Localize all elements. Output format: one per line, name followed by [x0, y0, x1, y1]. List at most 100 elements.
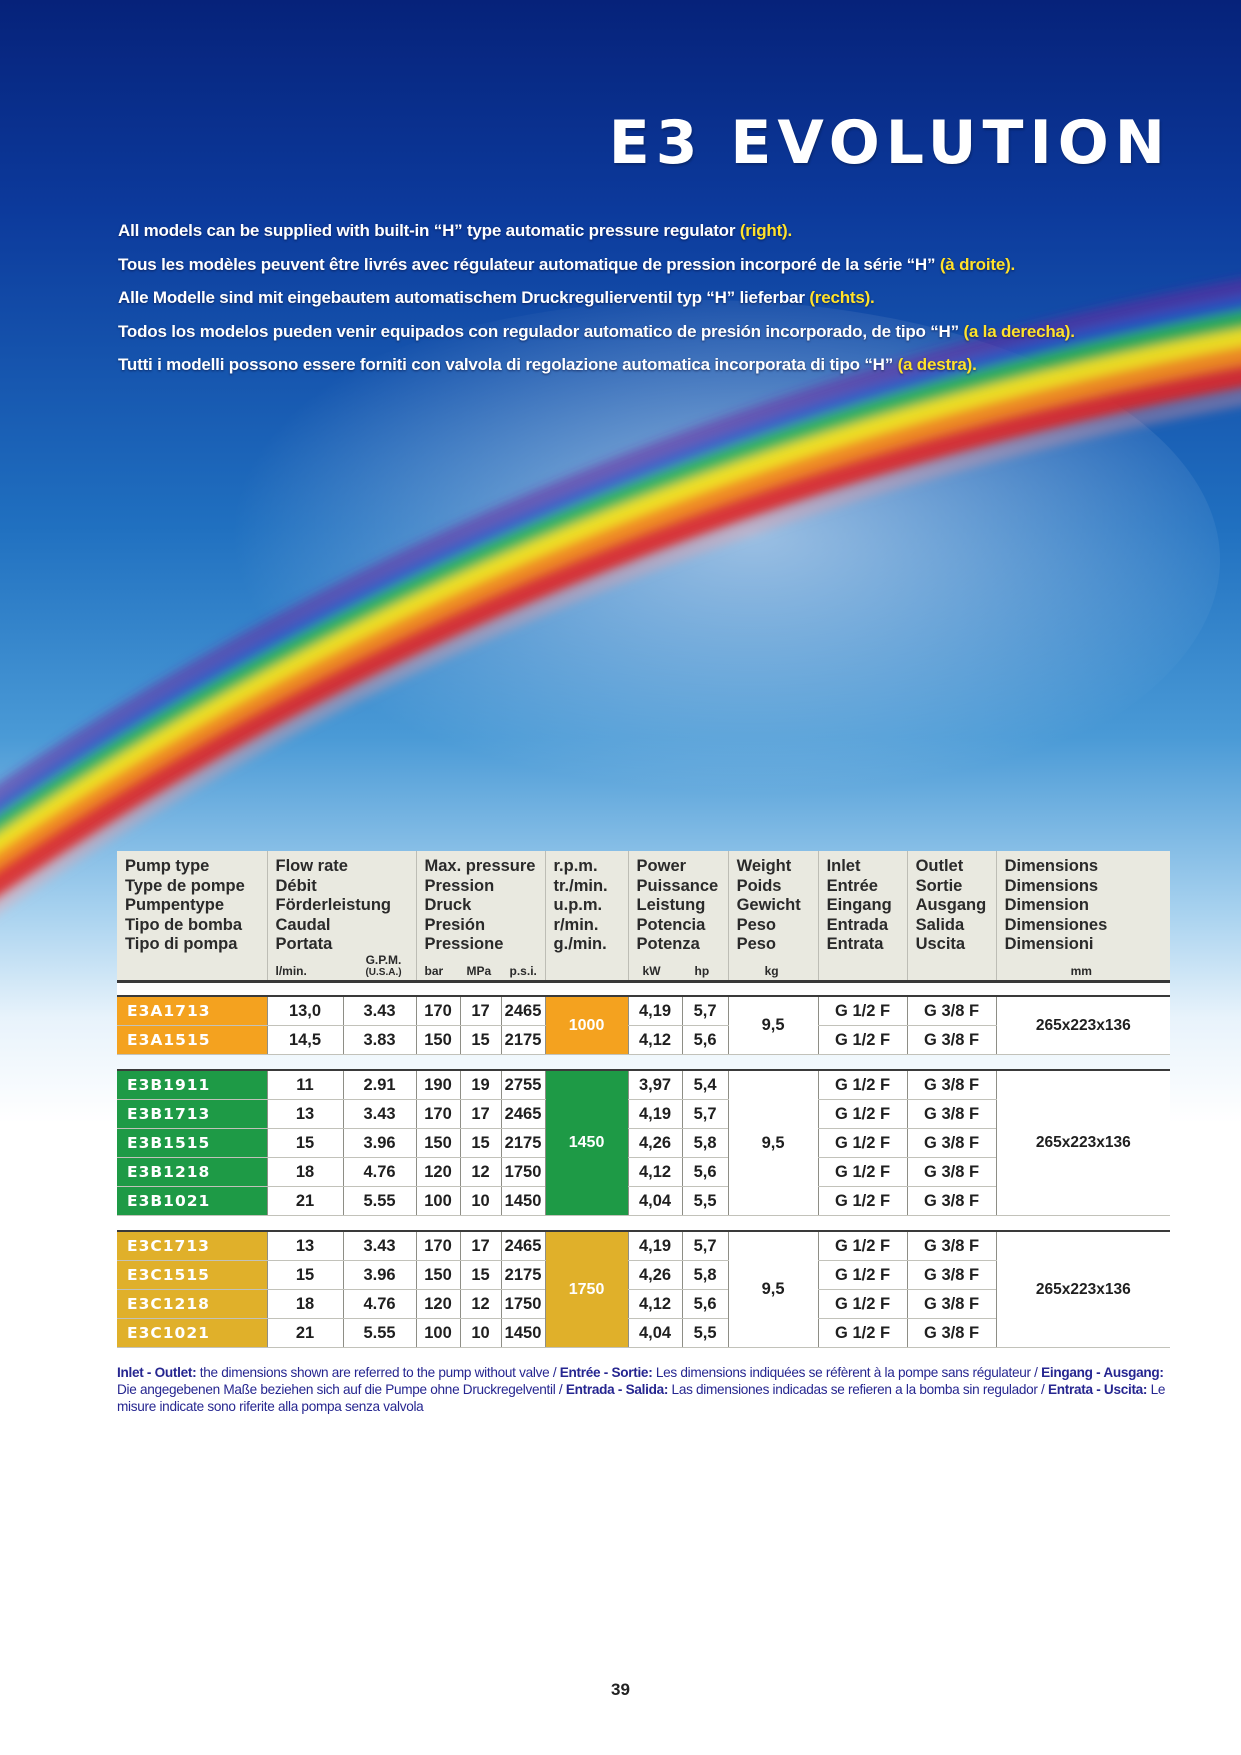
lmin-cell: 13,0 [266, 997, 343, 1026]
model-cell: E3B1021 [117, 1186, 267, 1216]
gpm-cell: 5.55 [342, 1186, 417, 1216]
table-row: E3A1713 13,0 3.43 170 17 2465 1000 4,19 5,7 9,5 G … [117, 997, 1171, 1055]
model-cell: E3A1515 [117, 1025, 267, 1055]
hp-cell: 5,4 [681, 1071, 729, 1100]
outlet-cell: G 3/8 F [906, 1260, 997, 1290]
bar-cell: 170 [415, 1232, 461, 1261]
lmin-cell: 15 [266, 1128, 343, 1158]
mpa-cell: 12 [459, 1157, 502, 1187]
bar-cell: 150 [415, 1128, 461, 1158]
mpa-cell: 19 [459, 1071, 502, 1100]
lmin-cell: 18 [266, 1157, 343, 1187]
psi-cell: 1450 [500, 1318, 546, 1348]
bar-cell: 120 [415, 1289, 461, 1319]
unit-lmin: l/min. [275, 964, 307, 978]
psi-cell: 1750 [500, 1157, 546, 1187]
mpa-cell: 17 [459, 997, 502, 1026]
table-row: E3B1911 11 2.91 190 19 2755 1450 3,97 5,4 9,5 G 1/… [117, 1071, 1171, 1216]
hp-cell: 5,7 [681, 1232, 729, 1261]
unit-kw: kW [642, 964, 661, 978]
unit-mm: mm [1070, 964, 1092, 978]
inlet-cell: G 1/2 F [817, 1071, 908, 1100]
psi-cell: 1450 [500, 1186, 546, 1216]
gpm-cell: 3.83 [342, 1025, 417, 1055]
header-weight: Weight Poids Gewicht Peso Peso kg [727, 851, 819, 980]
kw-cell: 4,26 [627, 1260, 683, 1290]
model-cell: E3C1218 [117, 1289, 267, 1319]
outlet-cell: G 3/8 F [906, 1099, 997, 1129]
intro-paragraph: All models can be supplied with built-in… [118, 214, 1178, 382]
header-inlet: Inlet Entrée Eingang Entrada Entrata [817, 851, 908, 980]
kw-cell: 4,19 [627, 1099, 683, 1129]
model-cell: E3B1713 [117, 1099, 267, 1129]
dimensions-cell: 265x223x136 [995, 1071, 1171, 1216]
intro-line-fr: Tous les modèles peuvent être livrés ave… [118, 254, 1016, 274]
group-e3a: E3A1713 13,0 3.43 170 17 2465 1000 4,19 5,7 9,5 G … [117, 995, 1171, 1069]
lmin-cell: 13 [266, 1232, 343, 1261]
inlet-cell: G 1/2 F [817, 1260, 908, 1290]
unit-mpa: MPa [466, 964, 492, 978]
psi-cell: 2175 [500, 1128, 546, 1158]
header-power: Power Puissance Leistung Potencia Potenz… [627, 851, 729, 980]
inlet-cell: G 1/2 F [817, 1025, 908, 1055]
kw-cell: 4,26 [627, 1128, 683, 1158]
mpa-cell: 15 [459, 1025, 502, 1055]
kw-cell: 4,04 [627, 1186, 683, 1216]
inlet-cell: G 1/2 F [817, 1099, 908, 1129]
outlet-cell: G 3/8 F [906, 1318, 997, 1348]
hp-cell: 5,5 [681, 1186, 729, 1216]
header-flow-rate: Flow rate Débit Förderleistung Caudal Po… [266, 851, 417, 980]
psi-cell: 2465 [500, 1232, 546, 1261]
gpm-cell: 5.55 [342, 1318, 417, 1348]
lmin-cell: 14,5 [266, 1025, 343, 1055]
kw-cell: 4,19 [627, 997, 683, 1026]
intro-line-es: Todos los modelos pueden venir equipados… [118, 321, 1075, 341]
model-cell: E3C1713 [117, 1232, 267, 1261]
bar-cell: 100 [415, 1318, 461, 1348]
gpm-cell: 3.43 [342, 1099, 417, 1129]
lmin-cell: 21 [266, 1318, 343, 1348]
outlet-cell: G 3/8 F [906, 1157, 997, 1187]
psi-cell: 1750 [500, 1289, 546, 1319]
page-title: E3 EVOLUTION [608, 108, 1171, 178]
kw-cell: 4,12 [627, 1289, 683, 1319]
bar-cell: 170 [415, 1099, 461, 1129]
unit-hp: hp [694, 964, 710, 978]
gpm-cell: 3.96 [342, 1128, 417, 1158]
inlet-cell: G 1/2 F [817, 1128, 908, 1158]
hp-cell: 5,6 [681, 1157, 729, 1187]
hp-cell: 5,5 [681, 1318, 729, 1348]
spec-table: Pump type Type de pompe Pumpentype Tipo … [117, 851, 1171, 1348]
inlet-cell: G 1/2 F [817, 1232, 908, 1261]
gpm-cell: 4.76 [342, 1289, 417, 1319]
model-cell: E3C1515 [117, 1260, 267, 1290]
kw-cell: 4,12 [627, 1157, 683, 1187]
rpm-cell: 1000 [544, 997, 629, 1055]
hp-cell: 5,7 [681, 1099, 729, 1129]
page-number: 39 [611, 1680, 630, 1699]
unit-kg: kg [764, 964, 779, 978]
gpm-cell: 4.76 [342, 1157, 417, 1187]
bar-cell: 100 [415, 1186, 461, 1216]
outlet-cell: G 3/8 F [906, 1232, 997, 1261]
outlet-cell: G 3/8 F [906, 1128, 997, 1158]
mpa-cell: 15 [459, 1128, 502, 1158]
unit-gpm: G.P.M. (U.S.A.) [365, 953, 402, 978]
hp-cell: 5,6 [681, 1025, 729, 1055]
mpa-cell: 17 [459, 1232, 502, 1261]
bar-cell: 150 [415, 1025, 461, 1055]
gpm-cell: 3.96 [342, 1260, 417, 1290]
gpm-cell: 3.43 [342, 1232, 417, 1261]
mpa-cell: 10 [459, 1186, 502, 1216]
header-dimensions: Dimensions Dimensions Dimension Dimensio… [995, 851, 1171, 980]
outlet-cell: G 3/8 F [906, 1186, 997, 1216]
weight-cell: 9,5 [727, 997, 819, 1055]
mpa-cell: 12 [459, 1289, 502, 1319]
mpa-cell: 10 [459, 1318, 502, 1348]
header-rpm: r.p.m. tr./min. u.p.m. r/min. g./min. [544, 851, 629, 980]
psi-cell: 2175 [500, 1025, 546, 1055]
gpm-cell: 2.91 [342, 1071, 417, 1100]
